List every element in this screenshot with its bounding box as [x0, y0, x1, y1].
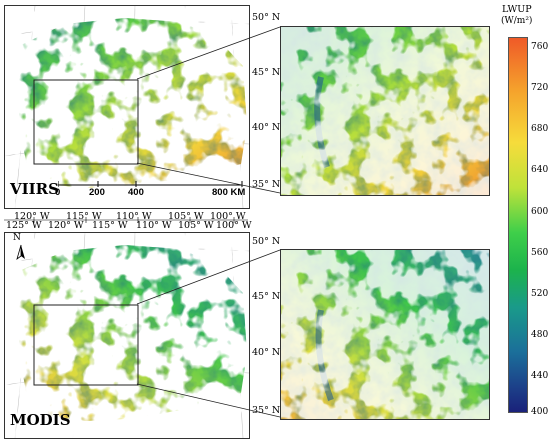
modis-inset-box — [33, 304, 139, 386]
lon-outer-100: 100° W — [210, 211, 246, 222]
legend-tick-680: 680 — [531, 124, 549, 134]
viirs-land — [5, 6, 249, 208]
viirs-map-panel — [4, 5, 250, 209]
modis-map-panel — [4, 232, 250, 439]
legend-tick-400: 400 — [531, 407, 549, 417]
scale-bar-graphic — [57, 181, 243, 187]
lon-inner-110: 110° W — [136, 220, 172, 231]
lon-inner-115: 115° W — [92, 220, 128, 231]
legend-tick-520: 520 — [531, 289, 549, 299]
legend-tick-600: 600 — [531, 207, 549, 217]
legend-tick-760: 760 — [531, 42, 549, 52]
modis-label: MODIS — [10, 411, 71, 429]
viirs-lat-40: 40° N — [252, 122, 281, 133]
legend-tick-640: 640 — [531, 165, 549, 175]
lon-inner-125: 125° W — [6, 220, 42, 231]
lon-outer-110: 110° W — [116, 211, 152, 222]
scale-tick-400: 400 — [128, 187, 144, 198]
legend-gradient — [509, 38, 527, 412]
modis-land — [5, 233, 249, 438]
legend-tick-560: 560 — [531, 248, 549, 258]
scale-tick-800: 800 KM — [212, 187, 246, 198]
lon-inner-105: 105° W — [178, 220, 214, 231]
lon-outer-120: 120° W — [14, 211, 50, 222]
viirs-zoom-panel — [280, 26, 490, 196]
modis-lat-45: 45° N — [252, 291, 281, 302]
lon-inner-100: 100° W — [216, 220, 252, 231]
north-arrow-label: N — [13, 233, 21, 243]
viirs-lat-45: 45° N — [252, 67, 281, 78]
lon-inner-120: 120° W — [48, 220, 84, 231]
legend-tick-720: 720 — [531, 83, 549, 93]
modis-lat-50: 50° N — [252, 236, 281, 247]
lon-outer-115: 115° W — [66, 211, 102, 222]
viirs-map-canvas — [5, 6, 249, 208]
legend-tick-440: 440 — [531, 371, 549, 381]
modis-zoom-canvas — [281, 250, 489, 419]
lon-axis-ticks — [4, 217, 248, 223]
viirs-lat-50: 50° N — [252, 12, 281, 23]
scale-tick-0: 0 — [55, 187, 61, 198]
modis-map-canvas — [5, 233, 249, 438]
legend-tick-480: 480 — [531, 330, 549, 340]
modis-lat-35: 35° N — [252, 405, 281, 416]
modis-zoom-panel — [280, 249, 490, 420]
viirs-lat-35: 35° N — [252, 179, 281, 190]
legend-colorbar — [508, 37, 528, 413]
viirs-label: VIIRS — [10, 180, 59, 198]
scale-tick-200: 200 — [89, 187, 105, 198]
north-arrow-icon — [16, 244, 25, 261]
viirs-inset-box — [33, 79, 139, 165]
lon-axis — [4, 208, 248, 223]
viirs-zoom-canvas — [281, 27, 489, 195]
scale-bar — [57, 181, 246, 205]
legend-unit: (W/m²) — [501, 16, 533, 26]
lon-outer-105: 105° W — [168, 211, 204, 222]
legend-title: LWUP — [502, 4, 532, 15]
modis-lat-40: 40° N — [252, 347, 281, 358]
